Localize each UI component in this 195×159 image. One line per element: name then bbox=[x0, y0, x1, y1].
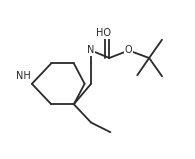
Text: O: O bbox=[125, 45, 133, 55]
Text: NH: NH bbox=[16, 71, 31, 81]
Text: HO: HO bbox=[97, 28, 112, 38]
Text: N: N bbox=[87, 45, 95, 55]
